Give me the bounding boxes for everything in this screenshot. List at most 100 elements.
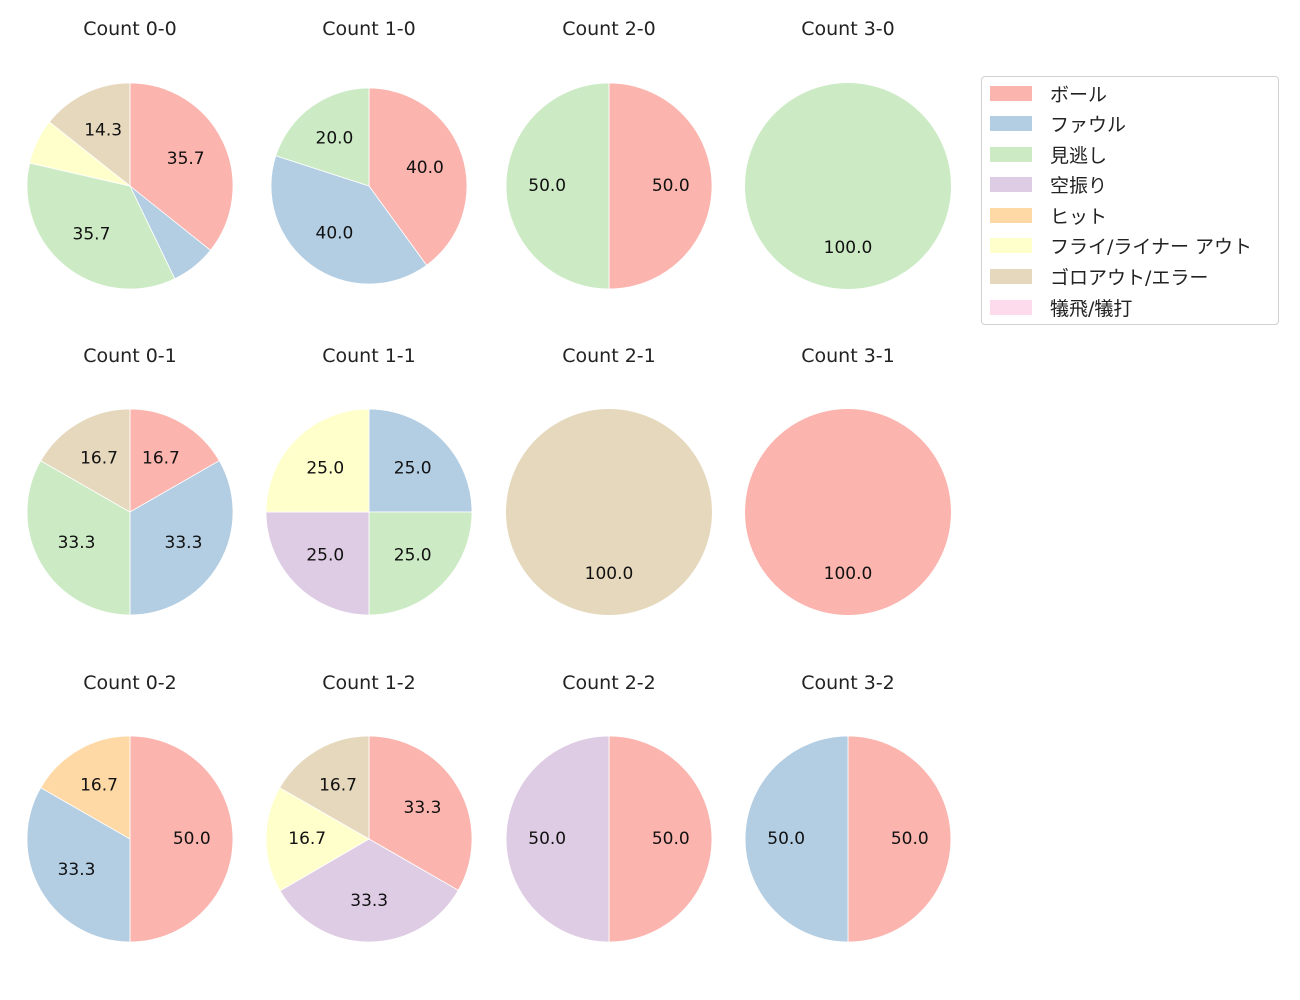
pie-slice-label: 16.7 [80,776,118,796]
pie-title: Count 1-2 [322,672,416,694]
pie-slice-label: 33.3 [404,798,442,818]
pie-title: Count 2-0 [562,18,656,40]
pie-slice-label: 50.0 [173,829,211,849]
pie-slice-label: 40.0 [316,224,354,244]
legend-label-fly-liner-out: フライ/ライナー アウト [1050,235,1253,258]
pie-slice-label: 50.0 [891,829,929,849]
legend-swatch-ball [990,85,1032,101]
pie-slice [129,408,220,513]
pie-slice [505,735,610,943]
pie-slice [26,460,131,616]
pie-count-1-0: Count 1-0 40.0 40.0 20.0 [270,18,468,285]
pie-slice-label: 50.0 [652,176,690,196]
pie-slice [279,838,459,943]
pie-slice [608,735,713,943]
legend-label-called-strike: 見逃し [1050,144,1108,167]
legend-swatch-ground-out-error [990,268,1032,284]
pie-count-2-2: Count 2-2 50.0 50.0 [505,672,713,943]
pie-slice-label: 35.7 [167,149,205,169]
pie-slice [270,155,428,285]
pie-slice [129,460,234,616]
pie-slice [368,735,473,891]
pie-slice-label: 50.0 [528,829,566,849]
legend-swatch-foul [990,115,1032,131]
legend-label-hit: ヒット [1050,205,1108,228]
pie-title: Count 3-1 [801,345,895,367]
legend-label-swinging-strike: 空振り [1050,174,1108,197]
pie-slice [506,409,712,615]
pie-title: Count 2-2 [562,672,656,694]
pie-slice-label: 33.3 [58,533,96,553]
pie-slice-label: 16.7 [288,829,326,849]
legend-item-hit: ヒット [990,200,1107,230]
legend-item-ground-out-error: ゴロアウト/エラー [990,261,1208,291]
pie-title: Count 0-1 [83,345,177,367]
legend-swatch-hit [990,207,1032,223]
pie-slice [265,511,370,616]
legend-label-sacrifice: 犠飛/犠打 [1050,297,1133,320]
pie-slice [505,82,610,290]
pie-title: Count 1-0 [322,18,416,40]
pie-slice-label: 25.0 [394,546,432,566]
pie-slice [265,787,370,892]
pie-slice-label: 25.0 [306,546,344,566]
pie-slice [48,82,131,187]
pie-slice-label: 50.0 [528,176,566,196]
pie-slice [745,83,951,289]
pie-slice [40,735,131,840]
chart-legend: ボール ファウル 見逃し 空振り ヒット フライ/ライナー アウト ゴロアウト/… [981,76,1279,325]
pie-count-2-1: Count 2-1 100.0 [506,345,712,615]
pie-slice [129,82,234,251]
legend-item-foul: ファウル [990,108,1126,138]
pie-slice-label: 16.7 [142,449,180,469]
legend-swatch-swinging-strike [990,176,1032,192]
pie-slice-label: 100.0 [824,238,873,258]
pie-slice [745,409,951,615]
pie-title: Count 0-0 [83,18,177,40]
pie-slice [279,735,370,840]
pie-slice [368,408,473,513]
legend-swatch-called-strike [990,146,1032,162]
pie-count-3-1: Count 3-1 100.0 [745,345,951,615]
pie-title: Count 1-1 [322,345,416,367]
pie-slice [744,735,849,943]
pie-slice-label: 40.0 [406,158,444,178]
legend-item-swinging-strike: 空振り [990,169,1107,199]
legend-label-foul: ファウル [1050,113,1127,136]
pie-slice [275,87,370,187]
pie-slice [26,162,176,290]
legend-label-ball: ボール [1050,83,1108,106]
pie-slice-label: 50.0 [652,829,690,849]
pie-slice [40,408,131,513]
pie-count-1-2: Count 1-2 33.3 33.3 16.7 16.7 [265,672,473,943]
pie-slice-label: 25.0 [306,458,344,478]
pie-count-3-2: Count 3-2 50.0 50.0 [744,672,952,943]
pie-slice-label: 33.3 [58,860,96,880]
pie-title: Count 3-2 [801,672,895,694]
pie-slice-label: 35.7 [73,224,111,244]
legend-item-called-strike: 見逃し [990,139,1107,169]
pie-slice-label: 16.7 [319,776,357,796]
pie-slice [265,408,370,513]
pie-count-1-1: Count 1-1 25.0 25.0 25.0 25.0 [265,345,473,616]
pie-slice-label: 16.7 [80,449,118,469]
pie-count-0-0: Count 0-0 35.7 35.7 14.3 [26,18,234,290]
pie-slice-label: 33.3 [165,533,203,553]
pie-count-2-0: Count 2-0 50.0 50.0 [505,18,713,290]
pie-title: Count 2-1 [562,345,656,367]
pie-title: Count 3-0 [801,18,895,40]
legend-item-ball: ボール [990,78,1107,108]
pie-slice-label: 33.3 [350,891,388,911]
pie-slice-label: 20.0 [316,128,354,148]
pie-slice [608,82,713,290]
pie-count-0-1: Count 0-1 16.7 33.3 33.3 16.7 [26,345,234,616]
legend-swatch-fly-liner-out [990,237,1032,253]
pie-slice [368,87,468,266]
pie-count-3-0: Count 3-0 100.0 [745,18,951,289]
pie-title: Count 0-2 [83,672,177,694]
pie-slice-label: 100.0 [585,564,634,584]
pie-slice-label: 25.0 [394,458,432,478]
pie-slice [847,735,952,943]
pie-slice [26,787,131,943]
